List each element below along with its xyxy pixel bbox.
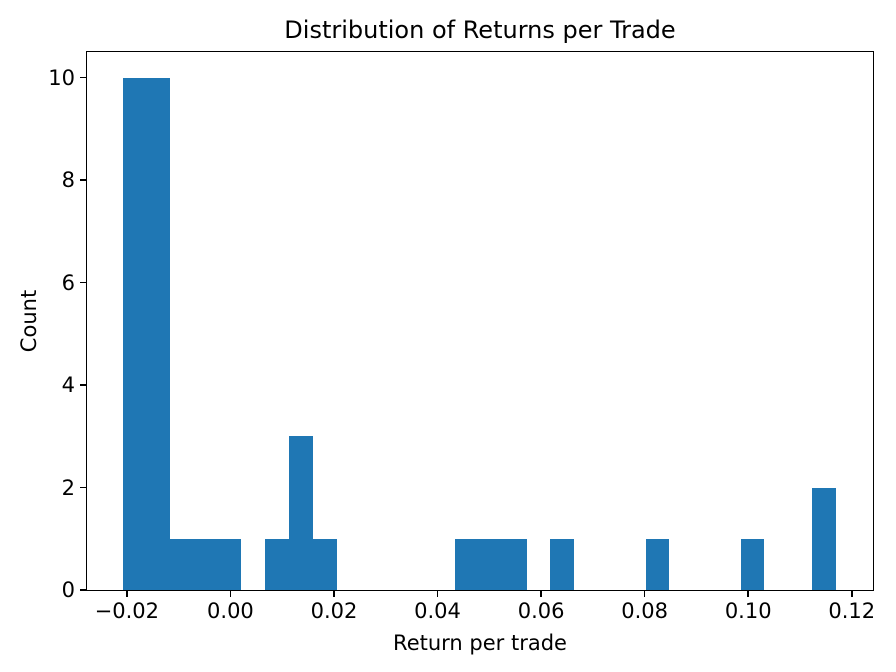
histogram-bar — [503, 538, 527, 590]
x-tick-label: 0.00 — [207, 599, 254, 623]
histogram-bar — [812, 487, 836, 590]
histogram-bar — [289, 436, 313, 590]
x-axis-tick — [436, 591, 439, 597]
histogram-bar — [265, 538, 289, 590]
y-axis-tick — [80, 281, 86, 284]
histogram-bar — [455, 538, 479, 590]
histogram-bar — [218, 538, 241, 590]
x-axis-tick — [747, 591, 749, 597]
y-tick-label: 4 — [61, 373, 75, 398]
x-tick-label: 0.10 — [724, 599, 772, 623]
y-tick-label: 2 — [61, 475, 75, 500]
y-axis-tick — [80, 384, 86, 386]
x-tick-label: −0.02 — [94, 599, 160, 623]
x-axis-tick — [126, 591, 128, 597]
histogram-bar — [550, 538, 574, 590]
histogram-bar — [194, 538, 218, 590]
x-axis-tick — [540, 591, 542, 597]
plot-area — [87, 52, 873, 590]
y-axis-tick — [80, 589, 86, 591]
histogram-bar — [123, 77, 146, 590]
y-tick-label: 0 — [61, 578, 75, 602]
y-axis-tick — [80, 76, 86, 79]
x-axis-tick — [643, 591, 646, 597]
histogram-bar — [146, 77, 170, 590]
y-axis-tick — [80, 179, 86, 181]
x-axis-tick — [229, 591, 232, 597]
x-tick-label: 0.04 — [414, 599, 461, 623]
histogram-bar — [479, 538, 503, 590]
x-axis-tick — [850, 591, 853, 597]
x-tick-label: 0.02 — [310, 599, 358, 623]
x-tick-label: 0.06 — [517, 599, 565, 623]
chart-title: Distribution of Returns per Trade — [284, 16, 676, 44]
histogram-bar — [313, 538, 337, 590]
x-tick-label: 0.12 — [828, 599, 876, 623]
y-tick-label: 6 — [61, 270, 75, 295]
y-tick-label: 10 — [48, 65, 75, 90]
y-axis-tick — [80, 486, 86, 489]
histogram-bar — [646, 538, 669, 590]
y-axis-label: Count — [17, 289, 41, 353]
y-tick-label: 8 — [61, 168, 75, 193]
x-axis-label: Return per trade — [393, 631, 567, 655]
histogram-bar — [741, 538, 764, 590]
x-tick-label: 0.08 — [621, 599, 669, 623]
histogram-bar — [170, 538, 194, 590]
x-axis-tick — [333, 591, 335, 597]
